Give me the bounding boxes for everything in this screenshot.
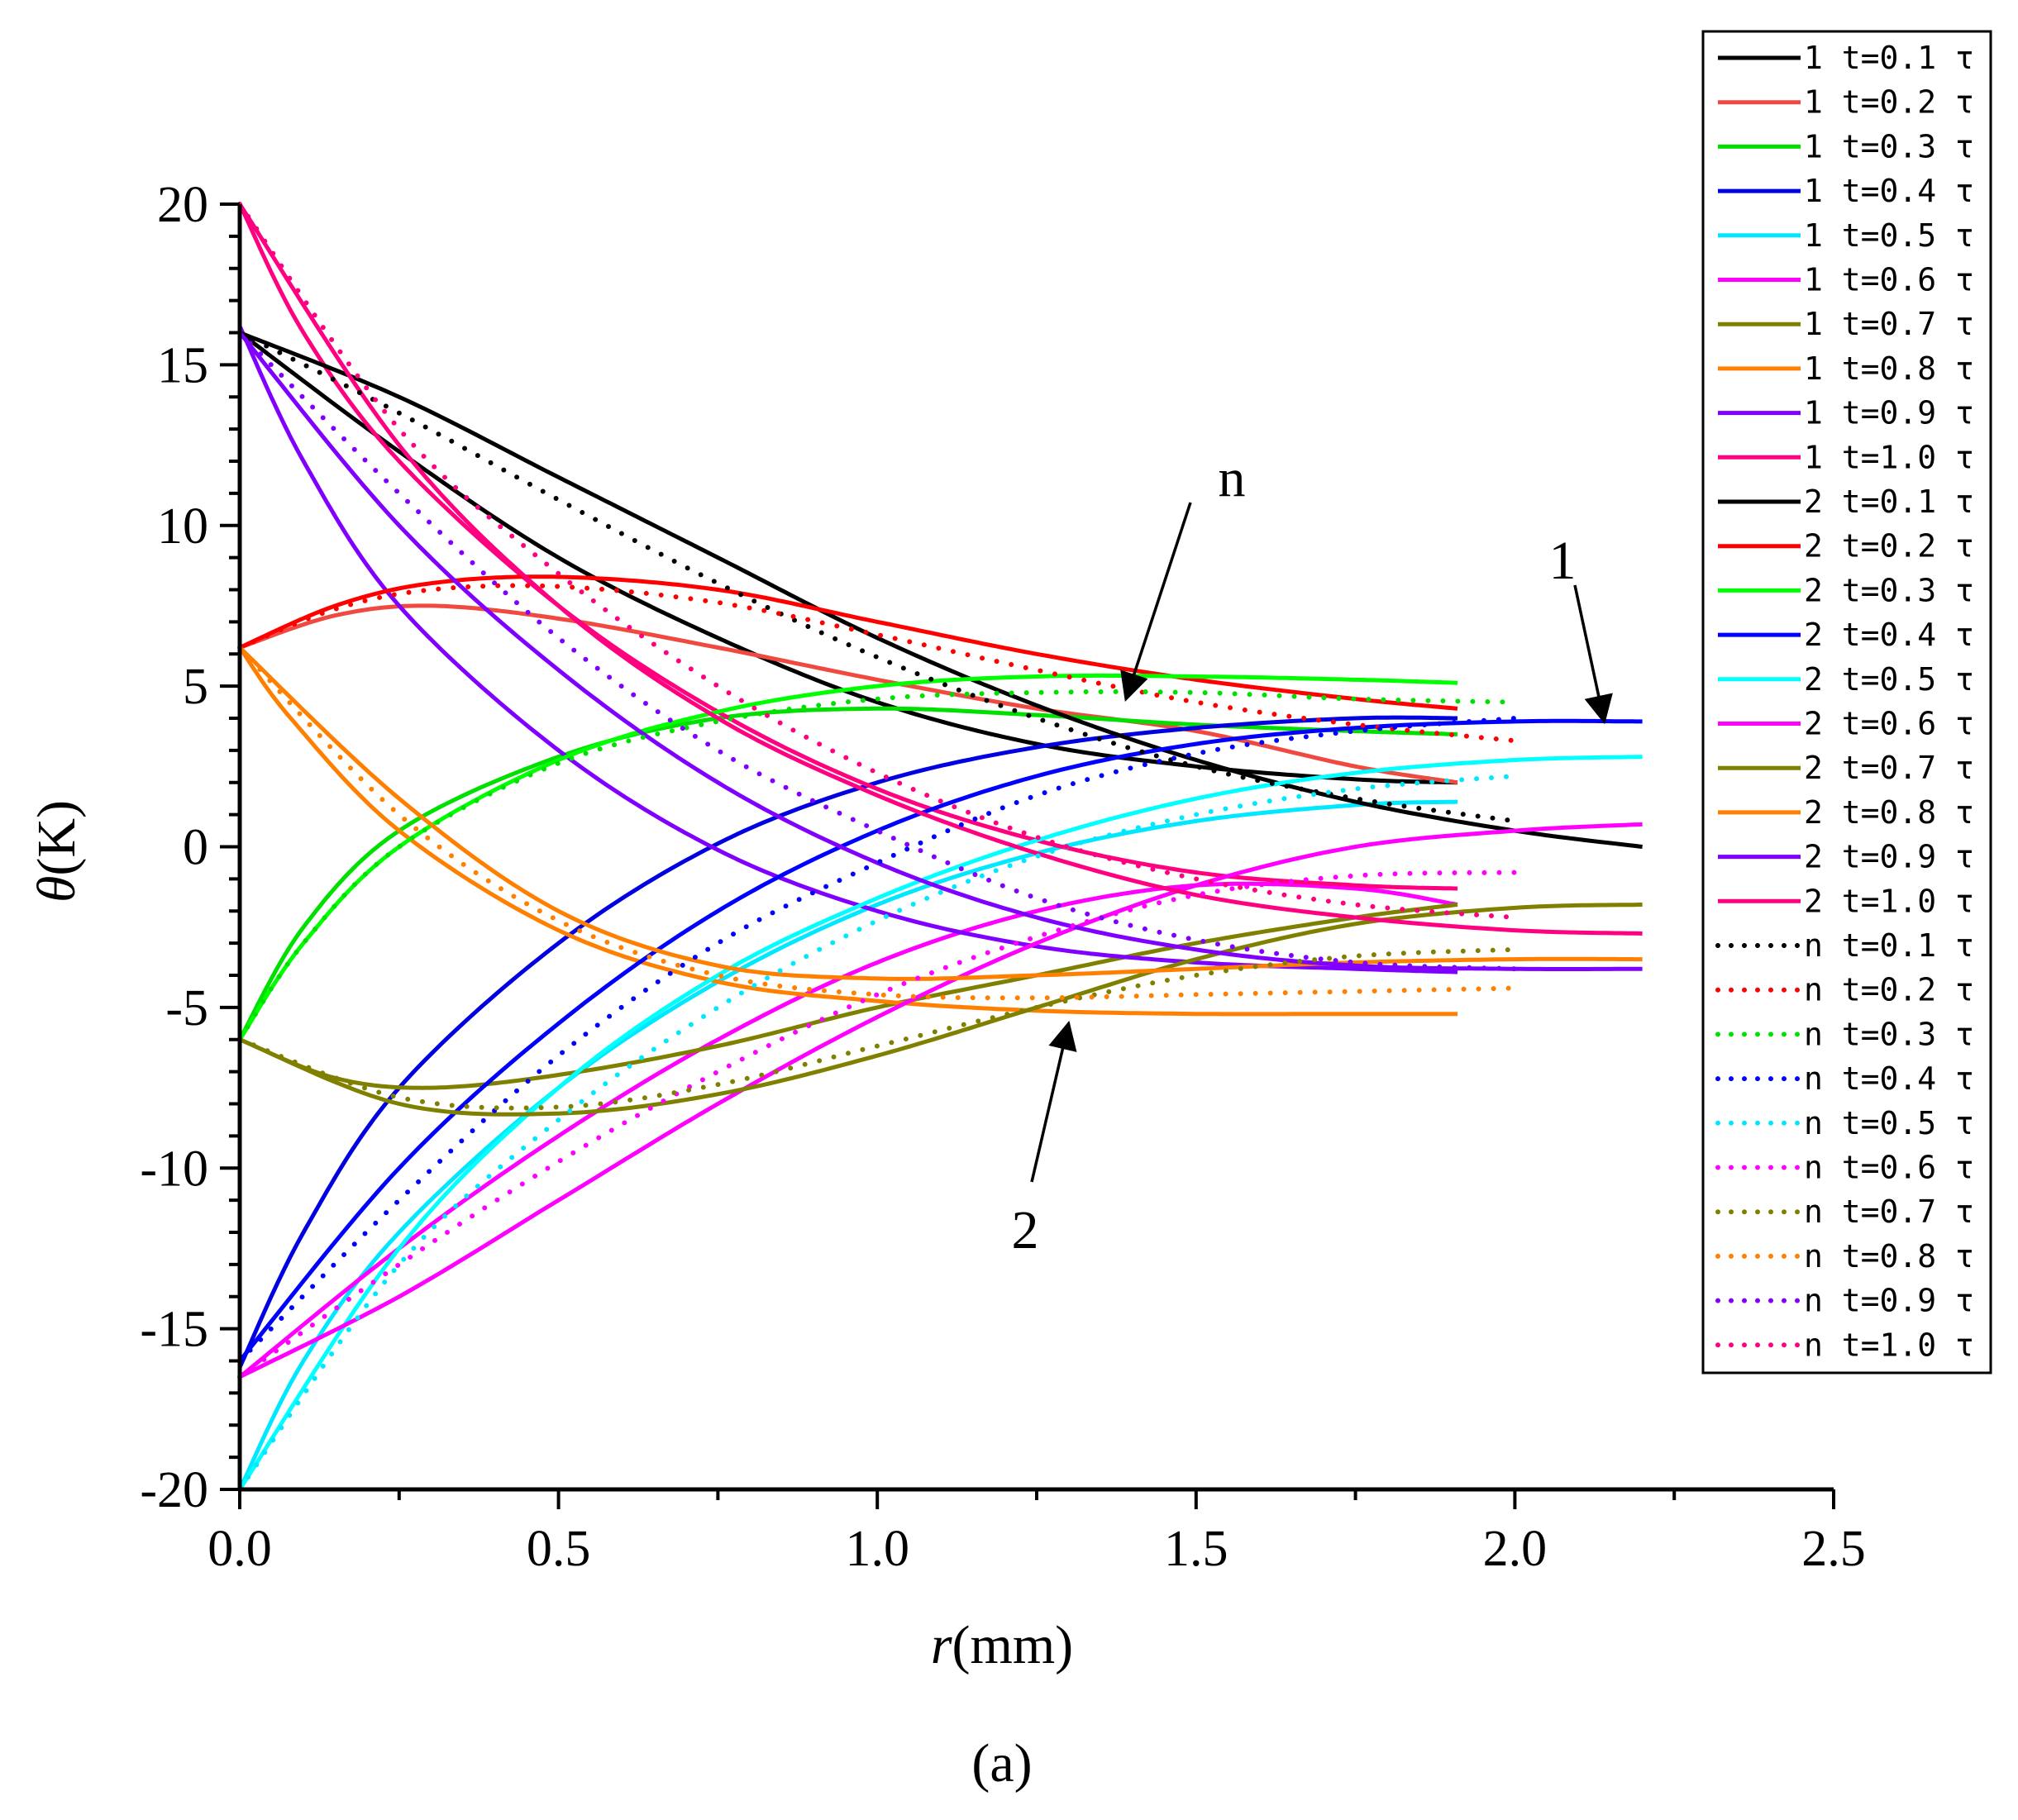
y-tick-label: -10 (140, 1141, 208, 1197)
legend-entry-label: n t=0.4 τ (1804, 1060, 1974, 1097)
legend-entry-label: n t=0.1 τ (1804, 927, 1974, 964)
series-line-1-2 (237, 706, 1457, 1041)
series-line-1-8 (237, 325, 1458, 974)
y-tick-label: 15 (157, 337, 208, 393)
plot-area (237, 202, 1643, 1492)
legend-entry-label: 2 t=0.2 τ (1804, 528, 1974, 565)
annotations: n 1 2 (1012, 448, 1613, 1260)
series-line-1-5 (238, 881, 1458, 1379)
legend-entry-label: 1 t=0.1 τ (1804, 40, 1974, 76)
series-line-2-10 (239, 331, 1643, 849)
series-line-n-27 (237, 645, 1518, 1001)
series-line-n-28 (237, 330, 1518, 972)
series-line-2-17 (238, 646, 1643, 981)
x-tick-label: 0.5 (527, 1521, 591, 1577)
legend-entry-label: 2 t=0.9 τ (1804, 839, 1974, 875)
series-line-2-12 (237, 673, 1458, 1041)
axes: 0.0 0.5 1.0 1.5 2.0 2.5 -20 -15 -10 -5 0 5 10 15 20 (140, 177, 1865, 1577)
series-line-2-18 (238, 331, 1643, 971)
series-line-n-23 (237, 716, 1518, 1364)
y-tick-label: 20 (157, 177, 208, 233)
legend-entry-label: 1 t=0.9 τ (1804, 395, 1974, 431)
x-tick-label: 2.5 (1801, 1521, 1866, 1577)
annotation-label: 2 (1012, 1200, 1039, 1260)
series-line-1-3 (237, 715, 1457, 1369)
legend-entry-label: 2 t=0.4 τ (1804, 617, 1974, 653)
series-line-n-21 (237, 583, 1518, 744)
legend-entry-label: 1 t=0.8 τ (1804, 350, 1974, 387)
legend-entry-label: 2 t=0.7 τ (1804, 750, 1974, 786)
series-line-1-7 (237, 646, 1457, 1017)
series-line-1-6 (239, 903, 1458, 1090)
legend-entry-label: n t=0.3 τ (1804, 1016, 1974, 1052)
x-tick-label: 0.0 (208, 1521, 272, 1577)
annotation-label: n (1219, 448, 1246, 508)
legend-box (1701, 30, 1992, 1375)
legend-entry-label: 2 t=0.1 τ (1804, 484, 1974, 520)
annotation-arrow (1573, 584, 1613, 725)
y-tick-label: 5 (183, 659, 208, 715)
x-tick-label: 1.0 (845, 1521, 909, 1577)
legend-entry-label: n t=0.2 τ (1804, 972, 1974, 1008)
y-tick-label: -5 (165, 980, 208, 1036)
y-tick-label: -15 (140, 1302, 208, 1358)
legend-entry-label: 1 t=0.3 τ (1804, 128, 1974, 164)
legend-entry-label: 2 t=0.6 τ (1804, 706, 1974, 742)
legend-entry-label: 2 t=1.0 τ (1804, 883, 1974, 919)
series-line-1-0 (238, 331, 1457, 785)
legend-entry-label: n t=0.9 τ (1804, 1283, 1974, 1319)
legend-entry-label: n t=0.5 τ (1804, 1105, 1974, 1141)
series-line-2-14 (237, 755, 1643, 1491)
legend-entry-label: 1 t=0.5 τ (1804, 217, 1974, 254)
legend-entry-label: 1 t=0.7 τ (1804, 306, 1974, 342)
legend-entry-label: n t=0.6 τ (1804, 1150, 1974, 1186)
panel-label: (a) (971, 1733, 1032, 1794)
legend-entry-label: 2 t=0.8 τ (1804, 794, 1974, 831)
series-line-1-9 (237, 202, 1457, 891)
series-line-n-26 (237, 946, 1518, 1111)
x-tick-label: 2.0 (1483, 1521, 1548, 1577)
series-line-n-25 (237, 870, 1518, 1379)
legend-entry-label: n t=0.7 τ (1804, 1193, 1974, 1230)
series-line-2-16 (239, 903, 1643, 1117)
series-line-2-19 (237, 202, 1643, 936)
legend: 1 t=0.1 τ 1 t=0.2 τ 1 t=0.3 τ 1 t=0.4 τ 1 t=… (1701, 30, 1992, 1375)
annotation-arrow (1120, 502, 1192, 703)
series-line-2-11 (238, 574, 1458, 711)
annotation-arrow (1030, 1020, 1077, 1183)
y-tick-label: -20 (140, 1462, 208, 1518)
series-line-1-4 (237, 799, 1457, 1491)
y-tick-label: 0 (183, 820, 208, 876)
x-axis-label: r(mm) (931, 1615, 1073, 1675)
y-axis-label: θ(K) (26, 800, 87, 903)
legend-entry-label: 1 t=0.6 τ (1804, 262, 1974, 298)
legend-entry-label: 1 t=0.2 τ (1804, 84, 1974, 121)
legend-entry-label: 2 t=0.5 τ (1804, 661, 1974, 698)
legend-entry-label: 1 t=1.0 τ (1804, 439, 1974, 475)
x-tick-label: 1.5 (1164, 1521, 1228, 1577)
legend-entry-label: 1 t=0.4 τ (1804, 173, 1974, 209)
y-tick-label: 10 (157, 498, 208, 555)
series-line-n-20 (237, 330, 1518, 824)
legend-entry-label: 2 t=0.3 τ (1804, 572, 1974, 608)
series-line-1-1 (239, 603, 1458, 785)
series-line-n-22 (237, 688, 1518, 1042)
legend-entry-label: n t=1.0 τ (1804, 1327, 1974, 1363)
legend-entry-label: n t=0.8 τ (1804, 1238, 1974, 1274)
annotation-label: 1 (1549, 531, 1577, 591)
